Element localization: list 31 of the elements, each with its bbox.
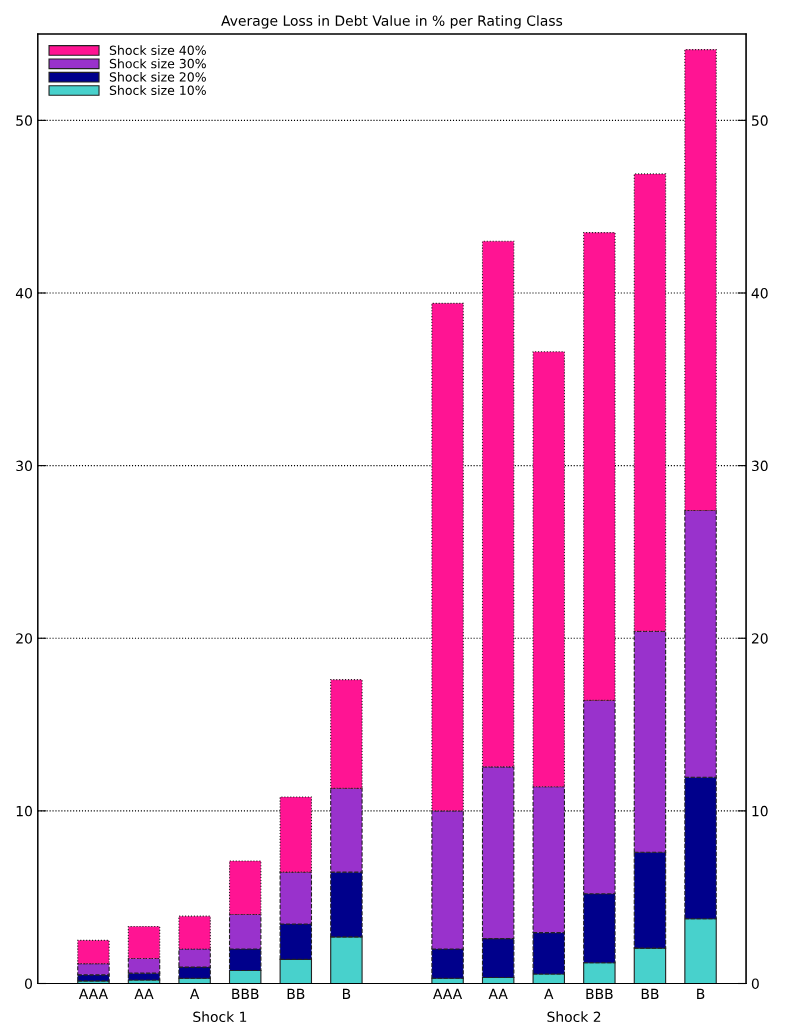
y2-tick-label: 40 xyxy=(751,287,768,299)
text: Shock 2 xyxy=(547,1011,601,1023)
x-tick-label: AA xyxy=(488,988,508,999)
y-tick-label: 50 xyxy=(16,115,32,126)
y-tick-label: 40 xyxy=(15,287,32,299)
chart-title: Average Loss in Debt Value in % per Rating Class xyxy=(221,15,563,29)
x-tick-label: BBB xyxy=(586,988,613,999)
y2-tick-label: 10 xyxy=(752,805,768,817)
x-tick-label: AAA xyxy=(78,988,108,999)
y-tick-label: 30 xyxy=(16,460,32,472)
legend-label: Shock size 30% xyxy=(109,58,206,69)
text: Shock 1 xyxy=(193,1011,247,1023)
x-tick-label: A xyxy=(189,988,200,999)
y2-tick-label: 30 xyxy=(752,460,768,472)
x-tick-label: BB xyxy=(287,988,305,999)
x-tick-label: BB xyxy=(641,988,659,999)
y2-tick-label: 20 xyxy=(751,633,768,644)
y2-tick-label: 50 xyxy=(752,115,768,126)
y-tick-label: 10 xyxy=(16,805,32,817)
legend-label: Shock size 10% xyxy=(109,85,206,96)
y-tick-label: 20 xyxy=(16,633,32,644)
x-tick-label: AAA xyxy=(433,988,463,999)
y2-tick-label: 0 xyxy=(751,978,759,989)
x-tick-label: A xyxy=(544,988,554,999)
legend-label: Shock size 20% xyxy=(109,72,206,82)
x-tick-label: BBB xyxy=(232,988,259,999)
legend-label: Shock size 40% xyxy=(109,45,206,55)
x-tick-label: AA xyxy=(134,988,154,999)
x-tick-label: B xyxy=(697,988,705,999)
x-tick-label: B xyxy=(342,988,351,999)
y-tick-label: 0 xyxy=(24,978,32,989)
